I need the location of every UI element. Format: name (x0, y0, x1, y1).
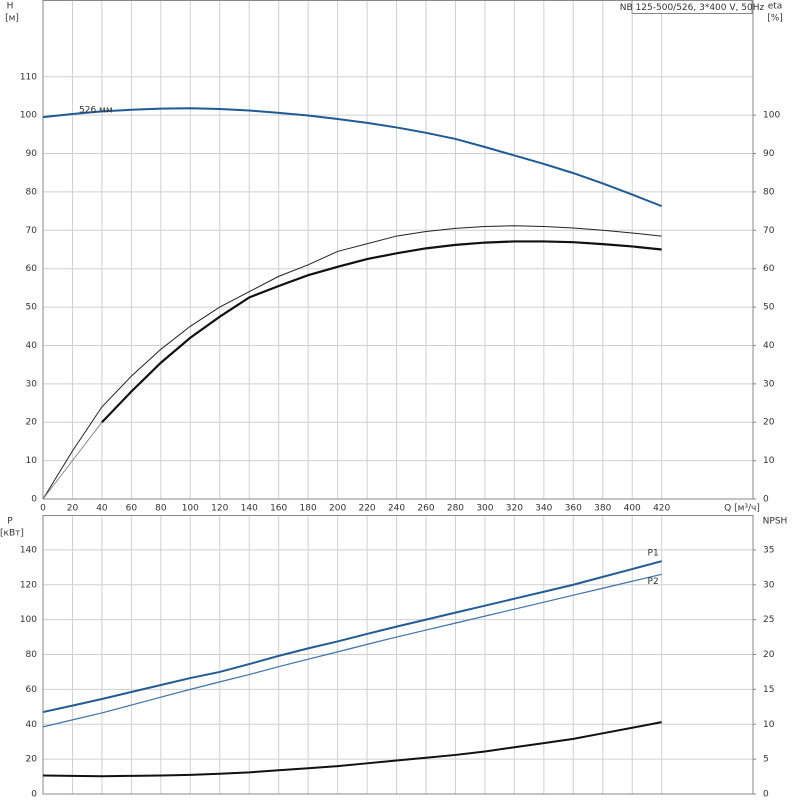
y2-tick-label: 20 (763, 418, 775, 428)
y-unit: [м] (5, 14, 19, 24)
y-tick-label: 140 (20, 545, 37, 555)
y2-tick-label: 80 (763, 187, 775, 197)
curve (42, 107, 663, 208)
y2-tick-label: 70 (763, 226, 775, 236)
y2-tick-label: 30 (763, 580, 775, 590)
y2-tick-label: 10 (763, 720, 775, 730)
y2-tick-label: 0 (763, 495, 769, 505)
y-tick-label: 20 (26, 418, 38, 428)
x-tick-label: 20 (67, 504, 79, 514)
x-tick-label: 40 (96, 504, 108, 514)
x-tick-label: 260 (417, 504, 434, 514)
y-tick-label: 60 (26, 264, 38, 274)
series-label: 526 мм (79, 106, 113, 116)
y2-tick-label: 100 (763, 111, 780, 121)
y-tick-label: 40 (26, 341, 38, 351)
y-tick-label: 0 (31, 495, 37, 505)
y2-tick-label: 30 (763, 379, 775, 389)
x-tick-label: 120 (211, 504, 228, 514)
y2-tick-label: 35 (763, 545, 774, 555)
x-tick-label: 240 (388, 504, 405, 514)
y-tick-label: 110 (20, 72, 37, 82)
y2-tick-label: 50 (763, 303, 775, 313)
y2-tick-label: 60 (763, 264, 775, 274)
y2-tick-label: 40 (763, 341, 775, 351)
x-tick-label: 320 (506, 504, 523, 514)
y-tick-label: 10 (26, 456, 38, 466)
y-tick-label: 30 (26, 379, 38, 389)
curve (42, 721, 662, 778)
curve (42, 421, 103, 500)
y-tick-label: 120 (20, 580, 37, 590)
y-label: P (7, 517, 13, 527)
y-tick-label: 100 (20, 615, 37, 625)
y2-unit: [%] (767, 14, 783, 24)
x-tick-label: 160 (270, 504, 287, 514)
y2-tick-label: 10 (763, 456, 775, 466)
x-tick-label: 380 (594, 504, 611, 514)
x-tick-label: 200 (329, 504, 346, 514)
y-tick-label: 20 (26, 755, 38, 765)
x-tick-label: 340 (535, 504, 552, 514)
x-tick-label: 180 (300, 504, 317, 514)
y-tick-label: 50 (26, 303, 38, 313)
x-tick-label: 280 (447, 504, 464, 514)
y2-tick-label: 5 (763, 755, 769, 765)
curve (42, 560, 662, 714)
curve (42, 225, 662, 500)
y-tick-label: 90 (26, 149, 38, 159)
y-tick-label: 80 (26, 187, 38, 197)
y2-tick-label: 20 (763, 650, 775, 660)
y2-tick-label: 90 (763, 149, 775, 159)
y-tick-label: 40 (26, 720, 38, 730)
x-tick-label: 420 (653, 504, 670, 514)
y-tick-label: 70 (26, 226, 38, 236)
y-unit: [кВт] (0, 529, 24, 539)
plot-frame (42, 515, 754, 795)
x-tick-label: 0 (40, 504, 46, 514)
y-tick-label: 60 (26, 685, 38, 695)
title-box (631, 0, 753, 14)
x-tick-label: 360 (565, 504, 582, 514)
series-label: P2 (648, 577, 659, 587)
y-label: H (7, 2, 14, 12)
x-tick-label: 80 (155, 504, 167, 514)
plot-frame (42, 0, 754, 500)
y-tick-label: 80 (26, 650, 38, 660)
x-tick-label: 100 (182, 504, 199, 514)
x-tick-label: 140 (241, 504, 258, 514)
y2-label: eta (768, 2, 783, 12)
y-tick-label: 100 (20, 111, 37, 121)
y2-tick-label: 25 (763, 615, 774, 625)
y2-tick-label: 15 (763, 685, 774, 695)
y2-tick-label: 0 (763, 790, 769, 800)
x-tick-label: 220 (358, 504, 375, 514)
curve (101, 240, 662, 423)
curve (42, 573, 662, 728)
y-tick-label: 0 (31, 790, 37, 800)
chart-title: NB 125-500/526, 3*400 V, 50Hz (620, 3, 765, 13)
x-tick-label: 60 (126, 504, 138, 514)
x-tick-label: 300 (476, 504, 493, 514)
y2-label: NPSH (763, 517, 788, 527)
x-tick-label: 400 (624, 504, 641, 514)
series-label: P1 (648, 549, 659, 559)
x-label: Q [м³/ч] (724, 504, 760, 514)
